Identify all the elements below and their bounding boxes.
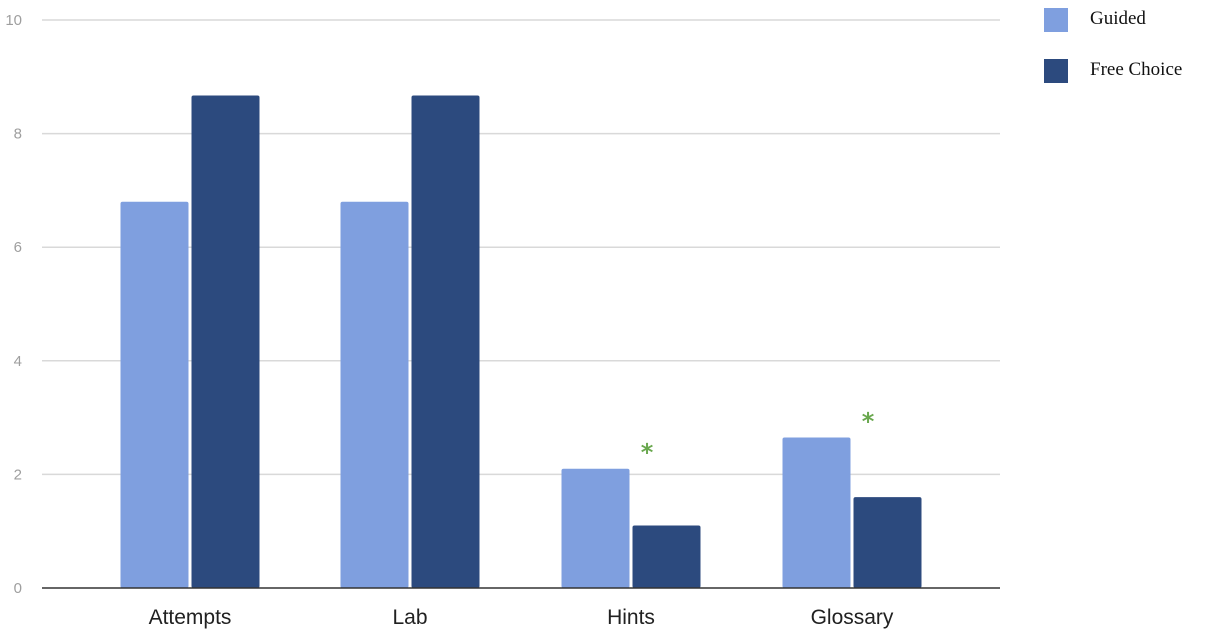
y-tick-label: 10 [5, 12, 22, 29]
y-axis-ticks: 0 2 4 6 8 10 [5, 12, 22, 597]
bar-guided-hints [561, 468, 630, 588]
bar-guided-attempts [120, 201, 189, 588]
legend-swatch-guided [1044, 8, 1068, 32]
legend: Guided Free Choice [1044, 8, 1182, 83]
significance-asterisk: * [641, 439, 654, 467]
x-category-label: Glossary [811, 606, 894, 629]
y-tick-label: 6 [14, 239, 22, 256]
significance-marks: ** [641, 407, 875, 466]
bar-guided-lab [340, 201, 409, 588]
x-axis-categories: Attempts Lab Hints Glossary [149, 606, 894, 629]
bars [120, 95, 922, 588]
legend-label: Free Choice [1090, 59, 1182, 80]
bar-free-choice-glossary [853, 497, 922, 588]
significance-asterisk: * [862, 407, 875, 435]
bar-free-choice-lab [411, 95, 480, 588]
y-tick-label: 4 [14, 353, 22, 370]
y-tick-label: 2 [14, 466, 22, 483]
y-tick-label: 0 [14, 580, 22, 597]
x-category-label: Attempts [149, 606, 232, 629]
legend-swatch-free-choice [1044, 59, 1068, 83]
x-category-label: Hints [607, 606, 655, 629]
y-tick-label: 8 [14, 126, 22, 143]
legend-label: Guided [1090, 8, 1146, 29]
bar-free-choice-attempts [191, 95, 260, 588]
bar-guided-glossary [782, 437, 851, 588]
bar-free-choice-hints [632, 525, 701, 588]
x-category-label: Lab [392, 606, 427, 629]
